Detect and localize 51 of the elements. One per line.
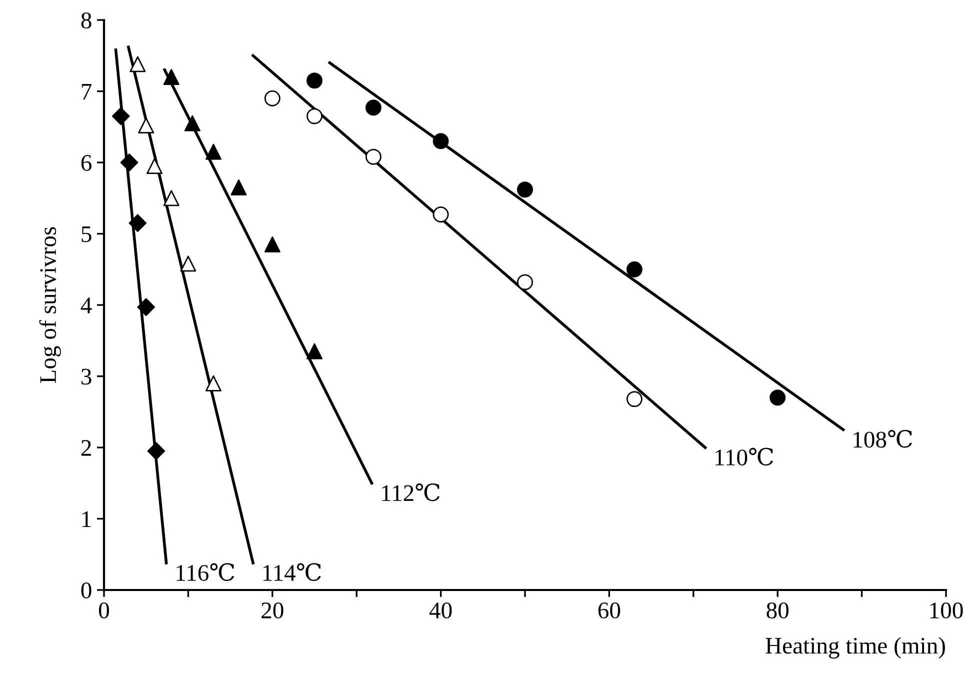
y-tick-label: 7	[82, 84, 92, 100]
x-tick-label: 80	[766, 602, 789, 618]
point	[264, 90, 280, 106]
point	[432, 133, 449, 150]
point	[180, 256, 196, 272]
point	[306, 72, 322, 89]
point	[112, 107, 130, 126]
point	[517, 274, 533, 290]
point	[163, 190, 180, 206]
series-label: 110℃	[716, 448, 774, 466]
point	[184, 115, 200, 132]
series-label: 112℃	[382, 483, 440, 502]
point	[365, 100, 382, 116]
series-label: 114℃	[263, 563, 321, 582]
point	[517, 182, 533, 198]
y-tick-label: 0	[81, 582, 92, 598]
point	[626, 391, 642, 408]
point	[138, 117, 154, 134]
point	[432, 206, 449, 222]
series-label: 116℃	[176, 563, 234, 582]
point	[120, 154, 138, 172]
point	[163, 69, 180, 85]
point	[264, 236, 280, 252]
point	[137, 298, 156, 316]
series-label: 108℃	[854, 430, 912, 448]
point	[770, 390, 786, 406]
point	[128, 214, 147, 232]
x-tick-label: 20	[262, 602, 284, 618]
point	[205, 144, 222, 160]
x-tick-label: 60	[598, 602, 620, 618]
x-axis-title: Heating time (min)	[766, 637, 945, 659]
y-tick-label: 1	[82, 511, 91, 527]
point	[626, 261, 642, 278]
y-tick-label: 3	[82, 368, 92, 385]
y-tick-label: 2	[81, 440, 91, 456]
y-axis-title: Log of survivros	[39, 227, 61, 384]
point	[146, 158, 162, 174]
x-tick-label: 40	[429, 602, 452, 618]
x-tick-label: 100	[930, 602, 963, 618]
point	[230, 179, 247, 196]
point	[306, 343, 322, 360]
point	[306, 108, 322, 124]
x-tick-label: 0	[98, 602, 110, 618]
y-tick-label: 8	[81, 12, 92, 28]
point	[147, 442, 166, 460]
point	[205, 375, 222, 392]
y-tick-label: 4	[80, 298, 92, 314]
point	[130, 56, 146, 72]
y-tick-label: 5	[82, 226, 92, 242]
y-tick-label: 6	[81, 155, 92, 171]
point	[365, 148, 382, 165]
